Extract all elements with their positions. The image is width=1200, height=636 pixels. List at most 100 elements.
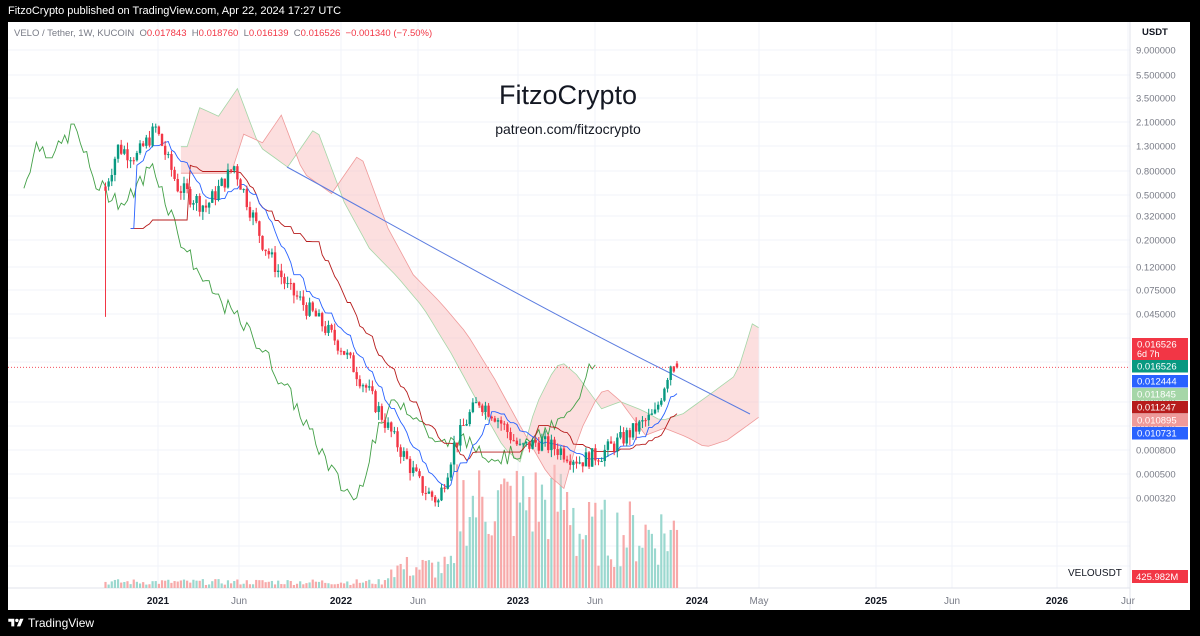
candle-body bbox=[201, 205, 205, 212]
volume-bar bbox=[597, 565, 600, 588]
candle-body bbox=[377, 406, 380, 413]
volume-bar bbox=[387, 578, 390, 588]
volume-bar bbox=[132, 579, 135, 588]
candle-body bbox=[543, 436, 547, 440]
price-label-bg bbox=[1132, 414, 1188, 427]
candle-body bbox=[468, 412, 471, 425]
volume-bar bbox=[660, 514, 663, 588]
volume-bar bbox=[468, 517, 471, 588]
price-label-bg bbox=[1132, 388, 1188, 401]
volume-bar bbox=[220, 583, 223, 588]
volume-bar bbox=[198, 580, 201, 588]
candle-body bbox=[173, 169, 176, 179]
candle-body bbox=[653, 409, 657, 414]
candle-body bbox=[198, 195, 201, 212]
volume-bar bbox=[264, 582, 267, 588]
volume-bar bbox=[622, 535, 625, 588]
candle-body bbox=[477, 402, 481, 406]
volume-bar bbox=[509, 485, 512, 588]
candle-body bbox=[430, 491, 434, 497]
volume-bar bbox=[474, 517, 478, 588]
price-tick-label: 0.320000 bbox=[1136, 212, 1176, 223]
chart-panel[interactable]: 9.000000 5.500000 3.500000 2.100000 1.300000… bbox=[8, 22, 1190, 610]
volume-bar bbox=[361, 582, 365, 588]
candle-body bbox=[534, 439, 537, 443]
currency-label: USDT bbox=[1142, 27, 1168, 38]
volume-bar bbox=[157, 583, 160, 588]
volume-bar bbox=[349, 584, 352, 588]
candle-body bbox=[371, 386, 374, 392]
publish-info-text: FitzoCrypto published on TradingView.com… bbox=[8, 5, 342, 17]
volume-bar bbox=[609, 559, 613, 588]
volume-bar bbox=[427, 560, 431, 588]
candle-body bbox=[245, 189, 248, 208]
candle-body bbox=[622, 432, 625, 444]
candle-body bbox=[424, 492, 427, 494]
candle-body bbox=[349, 352, 352, 356]
volume-bar bbox=[302, 584, 305, 588]
volume-bar bbox=[135, 581, 138, 588]
volume-bar bbox=[613, 566, 616, 588]
candle-body bbox=[612, 443, 616, 452]
volume-bar bbox=[594, 502, 597, 588]
publish-info-bar: FitzoCrypto published on TradingView.com… bbox=[0, 0, 1200, 22]
volume-bar bbox=[628, 501, 631, 588]
candle-body bbox=[110, 174, 113, 182]
candle-body bbox=[647, 414, 650, 421]
volume-bar bbox=[591, 516, 594, 588]
candle-body bbox=[283, 277, 286, 284]
volume-bar bbox=[408, 575, 412, 588]
volume-bar bbox=[239, 584, 242, 588]
volume-bar bbox=[129, 584, 132, 588]
candle-body bbox=[503, 423, 506, 425]
time-tick-label: Jun bbox=[231, 596, 247, 607]
candle-body bbox=[204, 205, 208, 208]
volume-bar bbox=[581, 539, 584, 588]
volume-bar bbox=[493, 521, 496, 588]
right-border bbox=[1190, 22, 1200, 610]
candle-body bbox=[506, 424, 509, 433]
volume-bar bbox=[544, 499, 547, 588]
candle-body bbox=[160, 134, 164, 146]
candle-body bbox=[104, 186, 107, 191]
candle-body bbox=[474, 402, 478, 404]
volume-bar bbox=[280, 584, 283, 588]
candle-body bbox=[594, 448, 597, 461]
price-label: 0.011845 bbox=[1137, 390, 1176, 401]
candle-body bbox=[361, 385, 365, 387]
volume-bar bbox=[405, 556, 409, 588]
time-tick-label: Jun bbox=[587, 596, 603, 607]
chart-canvas[interactable]: 9.000000 5.500000 3.500000 2.100000 1.300000… bbox=[8, 22, 1190, 610]
volume-bar bbox=[647, 529, 650, 588]
candle-body bbox=[562, 448, 566, 460]
candle-body bbox=[277, 270, 280, 272]
volume-bar bbox=[525, 510, 528, 588]
candle-body bbox=[509, 432, 512, 441]
candle-body bbox=[569, 461, 572, 465]
volume-bar bbox=[267, 581, 270, 588]
price-tick-label: 3.500000 bbox=[1136, 94, 1176, 105]
price-label: 0.016526 bbox=[1137, 362, 1177, 373]
candle-body bbox=[317, 313, 321, 317]
candle-body bbox=[273, 252, 277, 272]
volume-bar bbox=[434, 577, 437, 588]
candle-body bbox=[499, 420, 503, 424]
price-tick-label: 5.500000 bbox=[1136, 71, 1176, 82]
candle-body bbox=[236, 166, 239, 180]
volume-bar bbox=[575, 555, 578, 588]
time-tick-label: Jun bbox=[410, 596, 426, 607]
price-tick-label: 0.075000 bbox=[1136, 286, 1176, 297]
volume-bar bbox=[186, 580, 189, 588]
candle-body bbox=[336, 340, 340, 351]
volume-bar bbox=[182, 579, 186, 588]
volume-bar bbox=[503, 478, 506, 588]
volume-bar bbox=[430, 562, 434, 588]
candle-body bbox=[192, 203, 195, 205]
candle-body bbox=[434, 496, 437, 503]
volume-bar bbox=[380, 584, 383, 588]
volume-bar bbox=[295, 583, 299, 588]
legend-symbol: VELO / Tether, 1W, KUCOIN bbox=[14, 28, 135, 39]
candle-body bbox=[220, 178, 223, 186]
candle-body bbox=[261, 235, 264, 250]
volume-bar bbox=[606, 555, 609, 588]
